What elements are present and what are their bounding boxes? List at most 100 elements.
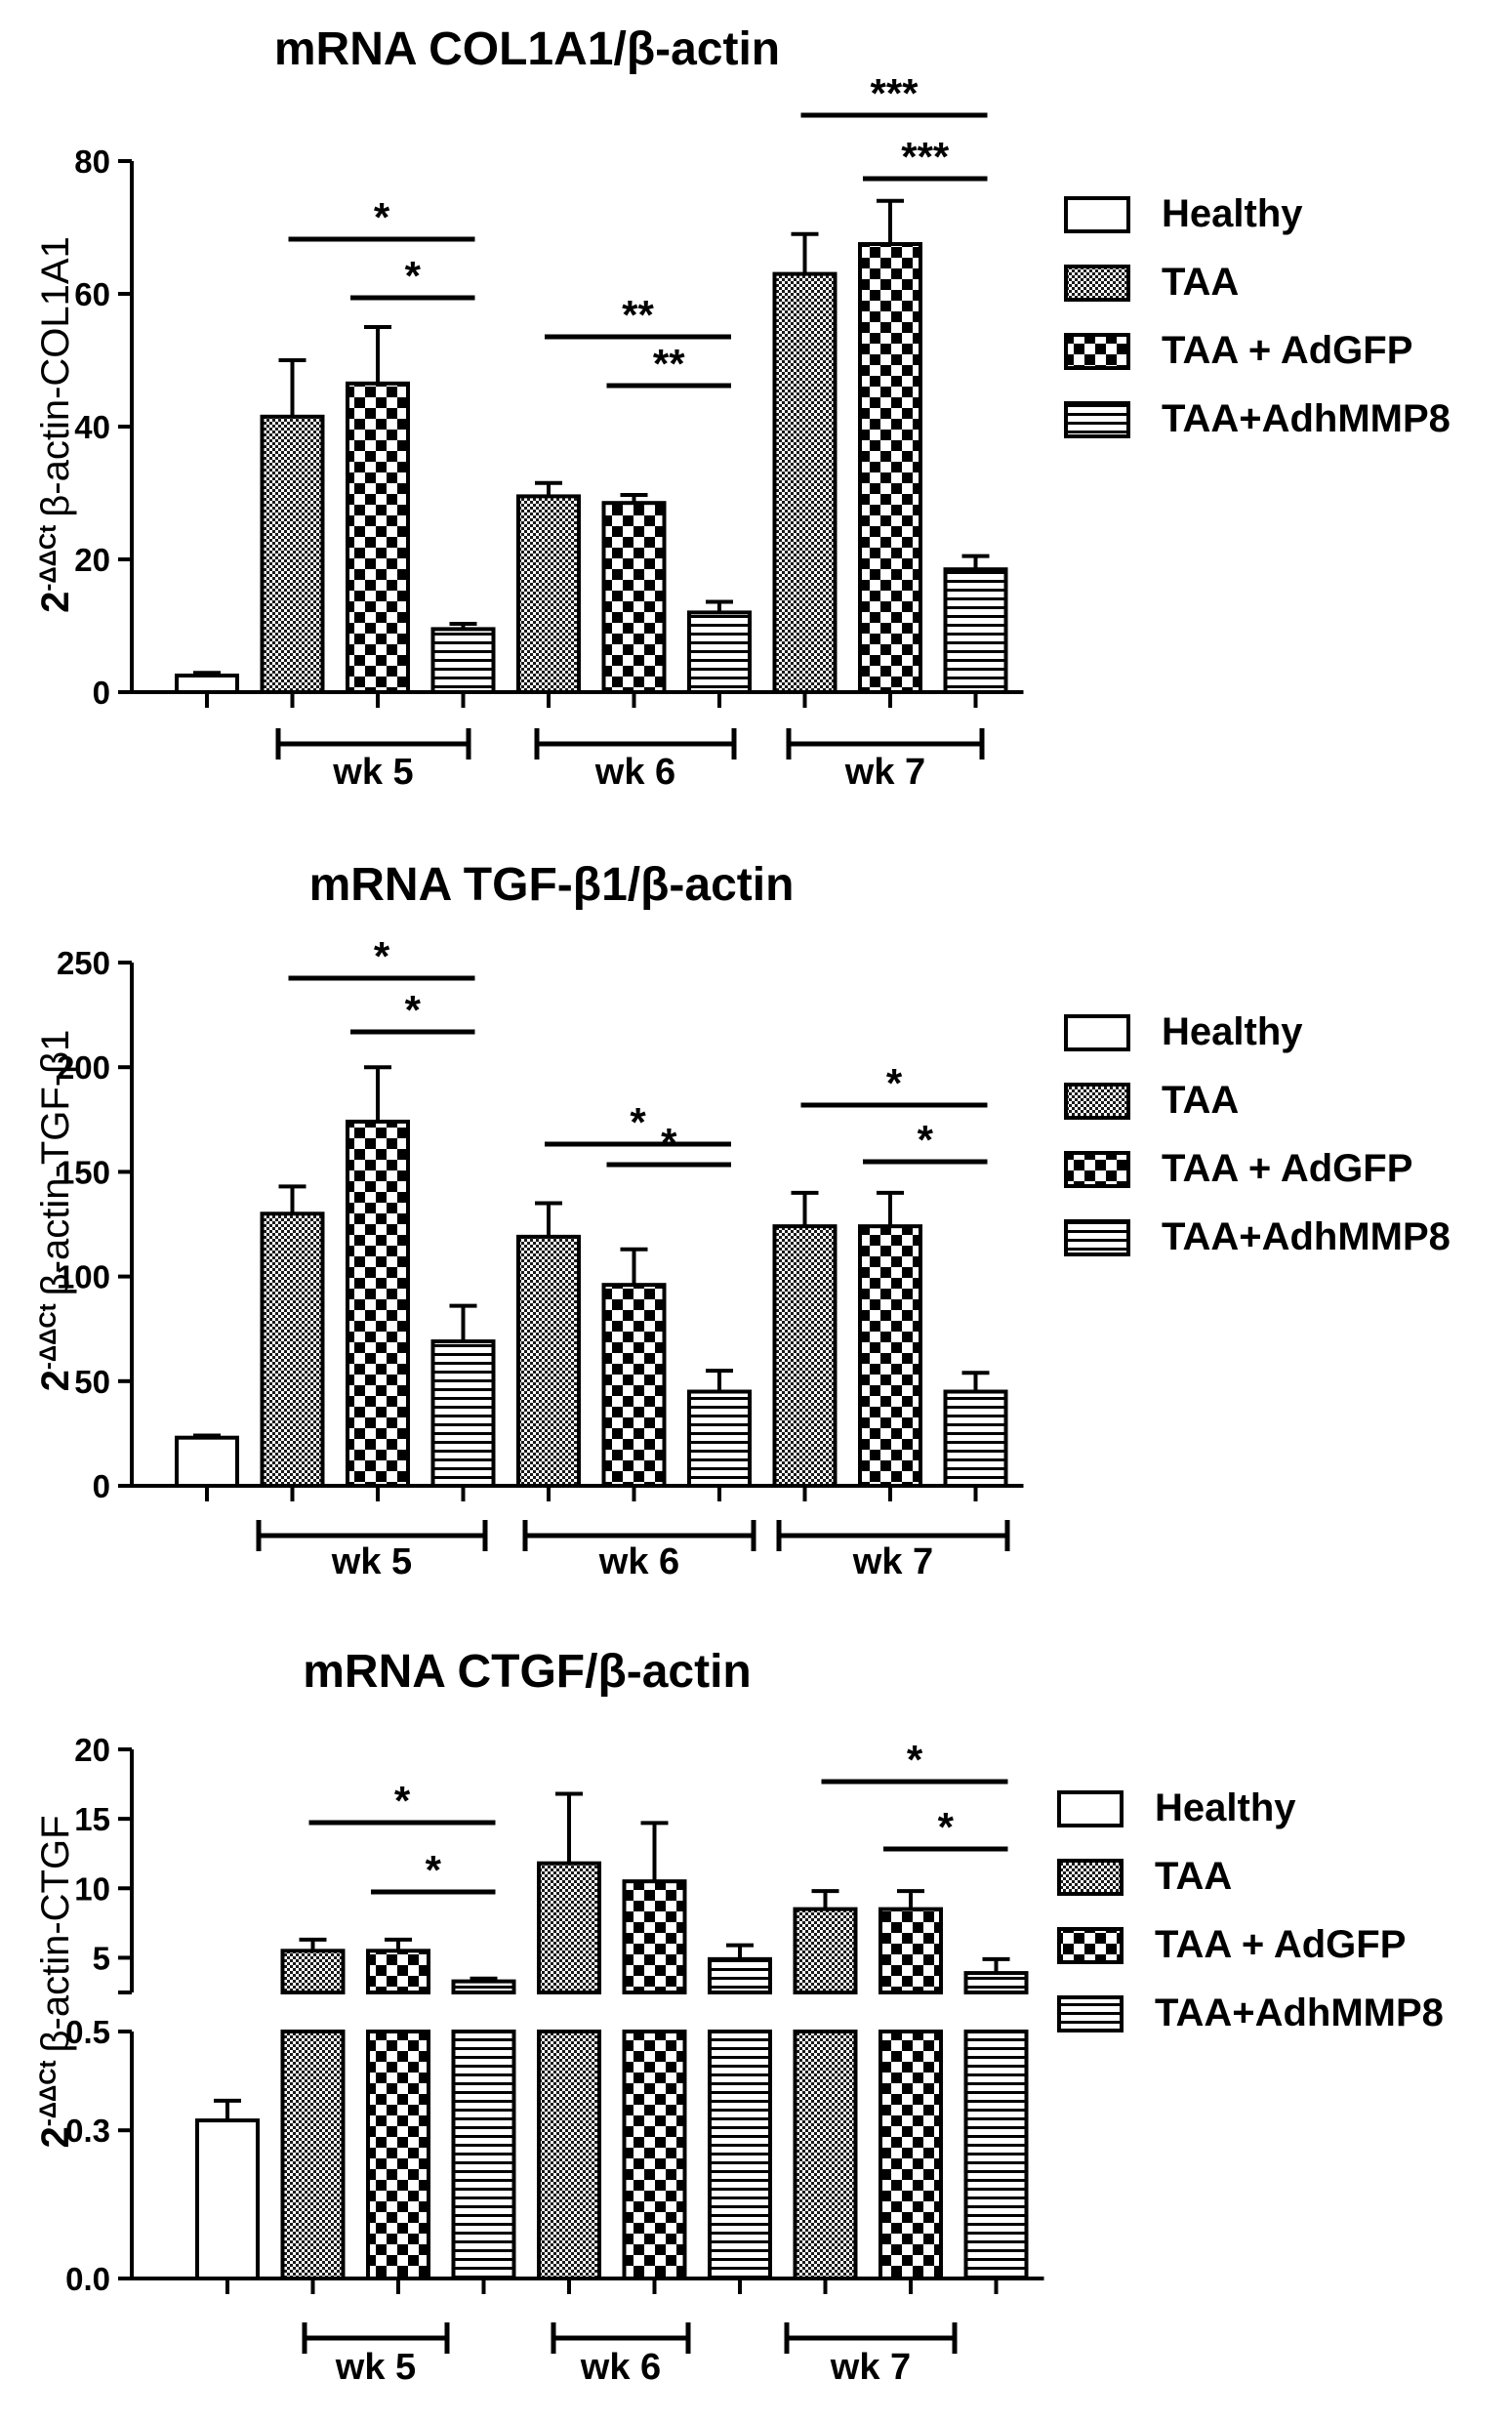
significance-label: *	[661, 1120, 677, 1166]
bar-taa-adhmmp8-wk-5-upper	[451, 1979, 516, 1995]
legend-swatch	[1064, 1014, 1130, 1051]
bar-taa-adhmmp8-wk-6-upper	[708, 1956, 772, 1995]
bar-taa-wk-7	[772, 271, 838, 694]
y-tick-label: 0.3	[65, 2113, 110, 2149]
bar-healthy	[175, 674, 239, 694]
y-axis-label: 2-ΔΔCt β-actin-TGF-β1	[34, 1030, 77, 1392]
significance-label: *	[630, 1099, 646, 1145]
bar-taa-adgfp-wk-7	[858, 242, 922, 694]
bar-taa-adgfp-wk-6-upper	[622, 1879, 687, 1994]
panel-col1a1: mRNA COL1A1/β-actin 020406080***********…	[34, 23, 1451, 793]
ylabel-text: β-actin-TGF-β1	[34, 1030, 77, 1296]
legend-label: TAA	[1155, 1855, 1232, 1898]
bar-taa-adhmmp8-wk-5-lower	[451, 2030, 516, 2280]
bar-taa-wk-6	[516, 494, 581, 694]
bar-taa-wk-5-lower	[280, 2030, 346, 2280]
y-tick-label: 100	[57, 1259, 110, 1295]
group-label: wk 7	[844, 752, 925, 793]
legend-label: TAA	[1162, 1079, 1239, 1122]
ylabel-base: 2	[34, 2126, 77, 2148]
legend-label: TAA + AdGFP	[1162, 1147, 1412, 1190]
legend-label: Healthy	[1162, 1010, 1303, 1053]
y-tick-label: 150	[57, 1154, 110, 1190]
ylabel-base: 2	[34, 592, 77, 613]
legend-swatch	[1064, 1219, 1130, 1256]
bar-healthy	[195, 2118, 260, 2281]
y-tick-label: 0	[93, 1468, 110, 1504]
significance-label: *	[426, 1847, 442, 1893]
bar-taa-wk-7	[772, 1224, 838, 1489]
bar-taa-adgfp-wk-6	[601, 1283, 667, 1489]
bar-taa-adgfp-wk-5	[346, 1119, 410, 1488]
bar-taa-adgfp-wk-6	[601, 501, 667, 695]
bar-taa-wk-5	[260, 1211, 325, 1489]
bar-taa-adgfp-wk-5-lower	[366, 2030, 430, 2280]
bar-taa-adhmmp8-wk-6	[687, 1389, 752, 1489]
bar-healthy	[175, 1435, 239, 1488]
bar-taa-wk-6	[516, 1234, 581, 1489]
significance-label: *	[405, 253, 422, 299]
bar-taa-adhmmp8-wk-5	[430, 627, 496, 695]
svg-text:2-ΔΔCtβ-actin-CTGF: 2-ΔΔCt β-actin-CTGF	[34, 1815, 77, 2148]
y-tick-label: 40	[74, 409, 110, 445]
bar-taa-adgfp-wk-5-upper	[366, 1949, 430, 1995]
significance-label: *	[374, 194, 390, 240]
bar-taa-adhmmp8-wk-6	[687, 610, 752, 695]
y-tick-label: 60	[74, 276, 110, 312]
significance-label: *	[394, 1778, 411, 1824]
y-tick-label: 250	[57, 945, 110, 981]
group-label: wk 6	[598, 1541, 679, 1582]
y-tick-label: 5	[93, 1940, 110, 1976]
group-label: wk 6	[594, 752, 675, 793]
significance-label: **	[622, 292, 654, 338]
legend-label: TAA+AdhMMP8	[1155, 1991, 1444, 2034]
chart-title: mRNA COL1A1/β-actin	[274, 23, 780, 75]
legend-label: TAA	[1162, 261, 1239, 304]
bar-taa-adhmmp8-wk-7	[943, 1389, 1008, 1489]
bar-taa-adhmmp8-wk-7-upper	[963, 1971, 1029, 1994]
significance-label: *	[886, 1060, 903, 1106]
chart-title: mRNA TGF-β1/β-actin	[309, 859, 795, 911]
bar-taa-adgfp-wk-6-lower	[622, 2030, 687, 2280]
group-label: wk 7	[852, 1541, 933, 1582]
y-tick-label: 20	[74, 542, 110, 578]
y-tick-label: 10	[74, 1870, 110, 1907]
legend-swatch	[1057, 1927, 1124, 1964]
legend-swatch	[1064, 265, 1130, 302]
legend-label: TAA+AdhMMP8	[1162, 1215, 1451, 1258]
y-tick-label: 0.0	[65, 2261, 110, 2297]
significance-label: ***	[901, 134, 950, 180]
bar-taa-adhmmp8-wk-5	[430, 1339, 496, 1488]
significance-label: *	[938, 1804, 955, 1850]
legend-swatch	[1057, 1859, 1124, 1896]
group-label: wk 7	[830, 2347, 911, 2388]
bar-taa-wk-5	[260, 414, 325, 694]
legend-label: TAA+AdhMMP8	[1162, 397, 1451, 440]
legend-label: Healthy	[1162, 192, 1303, 235]
significance-label: *	[918, 1117, 934, 1163]
bar-taa-adgfp-wk-5	[346, 381, 410, 694]
y-tick-label: 0	[93, 675, 110, 711]
bar-taa-adhmmp8-wk-7	[943, 567, 1008, 695]
bar-taa-wk-6-upper	[537, 1861, 601, 1995]
legend-swatch	[1057, 1790, 1124, 1827]
group-label: wk 6	[580, 2347, 661, 2388]
chart-title: mRNA CTGF/β-actin	[303, 1646, 752, 1698]
legend-swatch	[1064, 333, 1130, 370]
ylabel-sup: -ΔΔCt	[35, 2060, 61, 2126]
bar-taa-adhmmp8-wk-7-lower	[963, 2030, 1029, 2280]
legend-swatch	[1064, 1151, 1130, 1188]
bar-taa-adhmmp8-wk-6-lower	[708, 2030, 772, 2280]
legend-label: Healthy	[1155, 1786, 1296, 1829]
ylabel-text: β-actin-COL1A1	[34, 236, 77, 517]
significance-label: *	[374, 933, 390, 979]
legend-label: TAA + AdGFP	[1155, 1923, 1406, 1966]
significance-label: ***	[870, 70, 919, 116]
y-tick-label: 50	[74, 1364, 110, 1400]
panel-ctgf: mRNA CTGF/β-actin 0.0 0.3 0.5 5 10 15 20 * * * * wk…	[34, 1646, 1444, 2388]
bar-taa-adgfp-wk-7	[858, 1224, 922, 1489]
bar-taa-wk-5-upper	[280, 1949, 346, 1995]
y-tick-label: 20	[74, 1732, 110, 1768]
significance-label: **	[653, 341, 685, 387]
y-axis-label: 2-ΔΔCt β-actin-CTGF	[34, 1815, 77, 2148]
